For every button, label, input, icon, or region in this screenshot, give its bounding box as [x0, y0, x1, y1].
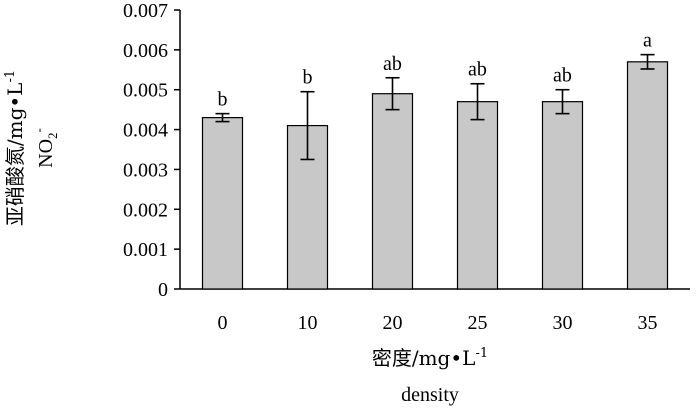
x-axis-title-text: 密度/mg•L	[372, 346, 476, 370]
x-tick-label: 30	[553, 312, 573, 334]
y-tick-label: 0.004	[123, 120, 168, 142]
y-tick-label: 0.007	[123, 0, 168, 22]
x-tick-label: 20	[383, 312, 403, 334]
bar	[286, 124, 329, 290]
y-axis-title: 亚硝酸氮/mg•L-1	[3, 70, 27, 226]
bar	[541, 101, 584, 290]
y-axis-formula-sup: -	[31, 128, 46, 132]
bar	[371, 93, 414, 290]
plot-area: 0 0.001 0.002 0.003 0.004 0.005 0.006 0.007 b 0 b 1…	[123, 0, 690, 334]
x-tick-label: 25	[468, 312, 488, 334]
x-axis-title-sup: -1	[475, 346, 488, 361]
y-tick-label: 0.001	[123, 239, 168, 261]
x-tick-label: 10	[298, 312, 318, 334]
bar	[626, 61, 669, 290]
x-tick-label: 0	[218, 312, 228, 334]
significance-label: b	[218, 89, 228, 111]
bar	[201, 117, 244, 290]
significance-label: ab	[468, 59, 487, 81]
x-tick-label: 35	[638, 312, 658, 334]
y-tick-label: 0.006	[123, 40, 168, 62]
y-axis-title-sup: -1	[3, 70, 18, 83]
x-axis-title: 密度/mg•L-1	[372, 346, 488, 370]
y-tick-label: 0.005	[123, 80, 168, 102]
significance-label: a	[643, 30, 652, 52]
y-axis-formula-sub: 2	[45, 132, 60, 139]
bar	[456, 101, 499, 290]
y-tick-label: 0	[158, 279, 168, 301]
y-axis-formula-text: NO	[35, 139, 57, 168]
y-tick-label: 0.002	[123, 199, 168, 221]
y-axis-formula: NO2-	[31, 128, 60, 168]
y-tick-label: 0.003	[123, 159, 168, 181]
y-axis-title-text: 亚硝酸氮/mg•L	[3, 83, 27, 227]
significance-label: b	[303, 67, 313, 89]
significance-label: ab	[553, 65, 572, 87]
x-axis-title-en: density	[401, 384, 459, 406]
significance-label: ab	[383, 53, 402, 75]
